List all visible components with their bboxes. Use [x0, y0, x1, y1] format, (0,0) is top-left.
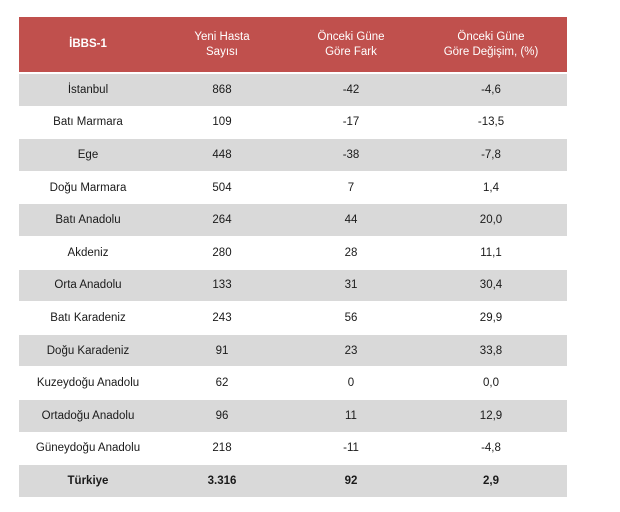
- cell-region: Doğu Marmara: [49, 181, 127, 194]
- cell-diff: 0: [347, 377, 355, 390]
- header-new-cases-line-1: Yeni Hasta: [194, 30, 250, 43]
- cell-diff: 23: [344, 344, 358, 357]
- cell-diff: -17: [342, 116, 360, 129]
- table-row: Orta Anadolu 133 31 30,4: [19, 269, 567, 303]
- table-row: Güneydoğu Anadolu 218 -11 -4,8: [19, 432, 567, 466]
- cell-diff: 7: [347, 181, 355, 194]
- total-cases: 3.316: [207, 474, 237, 487]
- cell-cases: 504: [212, 181, 232, 194]
- cell-cases: 91: [215, 344, 229, 357]
- cell-cases: 133: [212, 279, 232, 292]
- cell-cases: 280: [212, 246, 232, 259]
- cell-change: 12,9: [479, 409, 503, 422]
- cell-change: -4,8: [481, 442, 501, 455]
- cell-region: Ege: [77, 148, 99, 161]
- cell-change: 1,4: [483, 181, 499, 194]
- header-new-cases-line-2: Sayısı: [206, 45, 238, 58]
- cell-cases: 243: [212, 311, 232, 324]
- cell-cases: 218: [212, 442, 232, 455]
- cell-region: Ortadoğu Anadolu: [41, 409, 135, 422]
- header-daily-diff: Önceki Güne Göre Fark: [287, 17, 415, 72]
- table-header: İBBS-1 Yeni Hasta Sayısı Önceki Güne Gör…: [19, 17, 567, 74]
- table-row: İstanbul 868 -42 -4,6: [19, 74, 567, 107]
- table-row: Ortadoğu Anadolu 96 11 12,9: [19, 399, 567, 433]
- header-daily-diff-line-1: Önceki Güne: [317, 30, 385, 43]
- header-region-label: İBBS-1: [69, 38, 107, 50]
- cell-change: 0,0: [483, 377, 499, 390]
- cell-region: Batı Karadeniz: [50, 311, 126, 324]
- cell-region: Güneydoğu Anadolu: [35, 442, 141, 455]
- cell-diff: 56: [344, 311, 358, 324]
- cell-change: 29,9: [479, 311, 503, 324]
- total-change: 2,9: [483, 474, 499, 487]
- total-row: Türkiye 3.316 92 2,9: [19, 465, 567, 498]
- table-row: Batı Marmara 109 -17 -13,5: [19, 106, 567, 140]
- table-row: Batı Anadolu 264 44 20,0: [19, 204, 567, 237]
- table-row: Kuzeydoğu Anadolu 62 0 0,0: [19, 367, 567, 400]
- cell-change: -4,6: [481, 83, 501, 96]
- cell-region: Akdeniz: [67, 246, 109, 259]
- cell-region: Batı Anadolu: [55, 214, 121, 227]
- cell-diff: 44: [344, 214, 358, 227]
- cell-change: -13,5: [477, 116, 505, 129]
- cell-region: Doğu Karadeniz: [46, 344, 130, 357]
- header-new-cases: Yeni Hasta Sayısı: [157, 17, 287, 72]
- table-row: Batı Karadeniz 243 56 29,9: [19, 302, 567, 335]
- total-diff: 92: [344, 474, 358, 487]
- table-body: İstanbul 868 -42 -4,6 Batı Marmara 109 -…: [19, 74, 567, 498]
- cell-cases: 264: [212, 214, 232, 227]
- header-daily-change: Önceki Güne Göre Değişim, (%): [415, 17, 567, 72]
- cell-cases: 868: [212, 83, 232, 96]
- table-row: Ege 448 -38 -7,8: [19, 139, 567, 172]
- header-region: İBBS-1: [19, 17, 157, 72]
- cell-diff: 28: [344, 246, 358, 259]
- header-daily-change-line-1: Önceki Güne: [457, 30, 525, 43]
- header-daily-change-line-2: Göre Değişim, (%): [443, 45, 539, 58]
- cell-region: İstanbul: [67, 83, 109, 96]
- cell-cases: 96: [215, 409, 229, 422]
- table-row: Akdeniz 280 28 11,1: [19, 236, 567, 270]
- header-daily-diff-line-2: Göre Fark: [325, 45, 377, 58]
- cell-diff: -11: [343, 442, 359, 455]
- cell-cases: 109: [212, 116, 232, 129]
- total-region: Türkiye: [67, 474, 109, 487]
- regional-cases-table: İBBS-1 Yeni Hasta Sayısı Önceki Güne Gör…: [19, 17, 567, 498]
- cell-region: Kuzeydoğu Anadolu: [36, 377, 140, 390]
- cell-change: 30,4: [479, 279, 503, 292]
- table-row: Doğu Marmara 504 7 1,4: [19, 171, 567, 205]
- table-row: Doğu Karadeniz 91 23 33,8: [19, 334, 567, 368]
- cell-region: Orta Anadolu: [54, 279, 122, 292]
- cell-change: 11,1: [480, 246, 502, 259]
- cell-change: 33,8: [479, 344, 503, 357]
- cell-diff: 11: [345, 409, 357, 422]
- cell-change: 20,0: [479, 214, 503, 227]
- cell-region: Batı Marmara: [53, 116, 123, 129]
- cell-change: -7,8: [481, 148, 501, 161]
- cell-cases: 62: [215, 377, 229, 390]
- cell-diff: -42: [342, 83, 360, 96]
- cell-cases: 448: [212, 148, 232, 161]
- cell-diff: 31: [344, 279, 358, 292]
- cell-diff: -38: [342, 148, 360, 161]
